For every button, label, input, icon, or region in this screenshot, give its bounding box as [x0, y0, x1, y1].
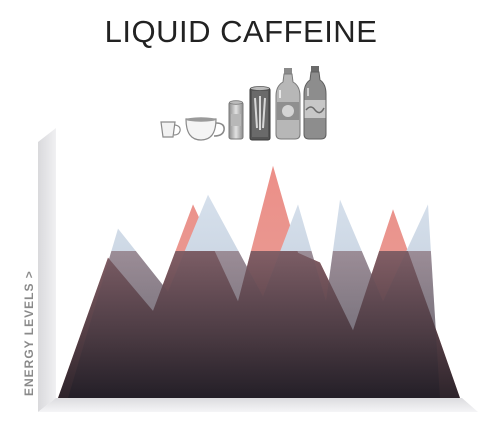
cola-bottle-icon: [303, 66, 327, 140]
coffee-mug-icon: [185, 117, 225, 141]
peaks-group: [58, 165, 460, 398]
box-floor: [38, 398, 478, 412]
box-left-wall: [38, 128, 56, 412]
small-cup-icon: [160, 121, 181, 138]
chart-title: LIQUID CAFFEINE: [104, 14, 378, 49]
monster-can-icon: [249, 86, 271, 141]
energy-drink-can-icon: [228, 100, 244, 140]
soda-bottle-icon: [275, 68, 301, 140]
y-axis-label: ENERGY LEVELS >: [22, 270, 36, 396]
